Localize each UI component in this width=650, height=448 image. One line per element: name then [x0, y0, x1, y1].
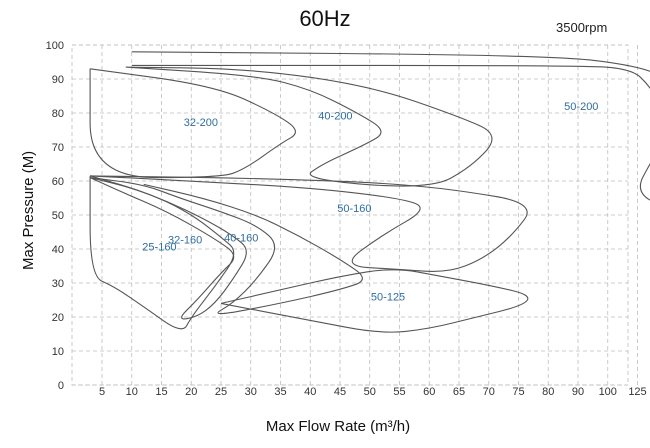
- x-axis-unit: (m³/h): [370, 418, 411, 435]
- curve-32-200: [89, 68, 296, 179]
- x-tick-label: 20: [185, 386, 197, 398]
- x-tick-label: 100: [599, 386, 617, 398]
- x-tick-labels: 5101520253035404550556065707580901001251…: [99, 386, 647, 398]
- pump-curves: [89, 51, 650, 333]
- curve-label-50-200: 50-200: [564, 101, 598, 113]
- chart-grid: [71, 44, 638, 386]
- y-tick-label: 60: [52, 176, 64, 188]
- chart-title: 60Hz: [299, 6, 351, 31]
- curve-50-160: [90, 175, 528, 272]
- y-tick-label: 100: [46, 40, 64, 52]
- y-tick-label: 40: [52, 244, 64, 256]
- curve-label-40-160: 40-160: [224, 233, 258, 245]
- y-tick-label: 90: [52, 74, 64, 86]
- y-tick-label: 30: [52, 278, 64, 290]
- x-tick-label: 45: [334, 386, 346, 398]
- y-tick-label: 70: [52, 142, 64, 154]
- speed-label: 3500rpm: [556, 20, 608, 35]
- curve-label-40-200: 40-200: [318, 111, 352, 123]
- x-tick-label: 10: [126, 386, 138, 398]
- curve-32-160: [89, 177, 247, 320]
- y-tick-label: 0: [58, 380, 64, 392]
- x-tick-label: 50: [364, 386, 376, 398]
- x-tick-label: 25: [215, 386, 227, 398]
- y-tick-label: 10: [52, 346, 64, 358]
- y-axis-label: Max Pressure (M): [20, 150, 37, 270]
- curve-50-200: [131, 51, 650, 201]
- curve-50-125: [220, 269, 529, 333]
- x-tick-label: 5: [99, 386, 105, 398]
- curve-40-200: [125, 66, 493, 187]
- x-tick-label: 125: [628, 386, 646, 398]
- x-tick-label: 60: [423, 386, 435, 398]
- x-tick-label: 80: [542, 386, 554, 398]
- curve-40-160: [90, 177, 363, 315]
- x-tick-label: 30: [245, 386, 257, 398]
- y-tick-label: 80: [52, 108, 64, 120]
- curve-label-32-200: 32-200: [184, 117, 218, 129]
- y-tick-label: 20: [52, 312, 64, 324]
- x-axis-label: Max Flow Rate (m³/h): [0, 418, 650, 435]
- x-tick-label: 55: [393, 386, 405, 398]
- x-tick-label: 15: [155, 386, 167, 398]
- curve-label-50-125: 50-125: [371, 291, 405, 303]
- x-axis-label-text: Max Flow Rate: [265, 418, 366, 435]
- x-tick-label: 65: [453, 386, 465, 398]
- x-tick-label: 35: [274, 386, 286, 398]
- y-tick-label: 50: [52, 210, 64, 222]
- x-tick-label: 70: [483, 386, 495, 398]
- curve-label-25-160: 25-160: [142, 241, 176, 253]
- x-tick-label: 90: [572, 386, 584, 398]
- curve-label-32-160: 32-160: [168, 235, 202, 247]
- y-tick-labels: 0 10 20 30 40 50 60 70 80 90 100: [46, 40, 64, 392]
- x-tick-label: 75: [512, 386, 524, 398]
- x-tick-label: 40: [304, 386, 316, 398]
- curve-label-50-160: 50-160: [337, 203, 371, 215]
